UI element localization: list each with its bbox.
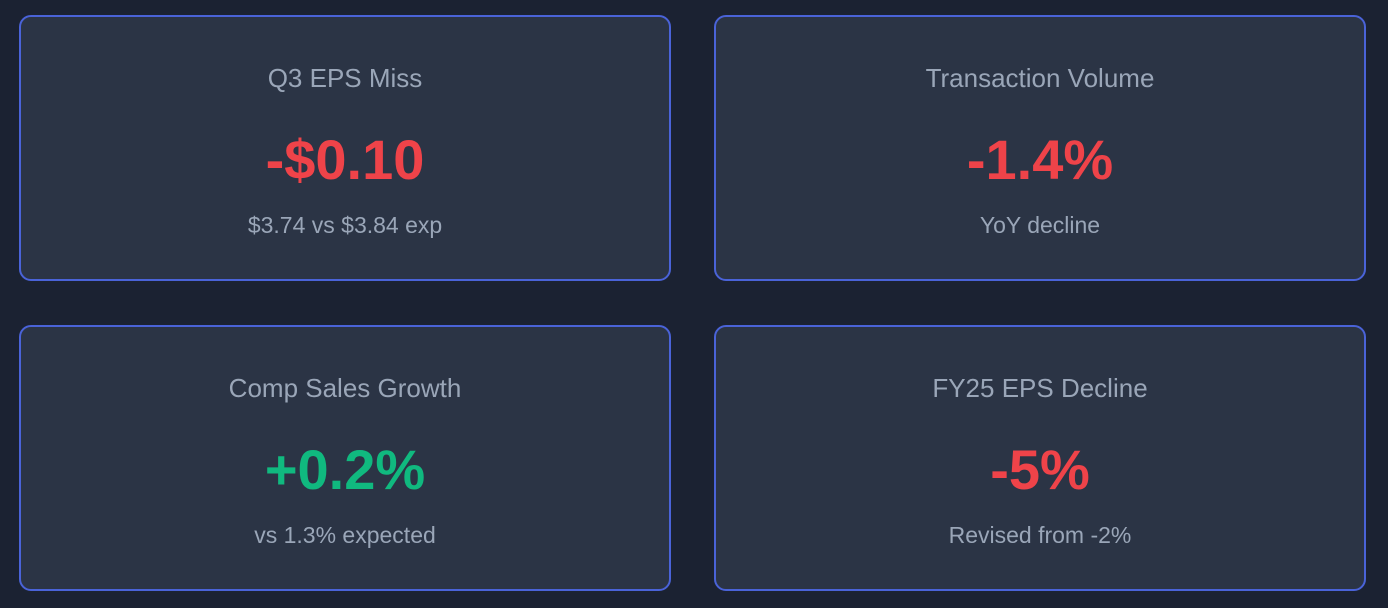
- card-value: -$0.10: [265, 128, 425, 191]
- card-value: -5%: [990, 438, 1090, 501]
- card-subtitle: vs 1.3% expected: [254, 522, 436, 548]
- card-title: Transaction Volume: [925, 63, 1155, 93]
- card-subtitle: YoY decline: [979, 212, 1101, 238]
- metric-card-q3-eps-miss: Q3 EPS Miss -$0.10 $3.74 vs $3.84 exp: [19, 15, 671, 281]
- card-title: FY25 EPS Decline: [932, 373, 1148, 403]
- metric-card-transaction-volume: Transaction Volume -1.4% YoY decline: [714, 15, 1366, 281]
- metric-card-comp-sales-growth: Comp Sales Growth +0.2% vs 1.3% expected: [19, 325, 671, 591]
- card-subtitle: $3.74 vs $3.84 exp: [247, 212, 443, 238]
- card-title: Q3 EPS Miss: [267, 63, 423, 93]
- metric-card-fy25-eps-decline: FY25 EPS Decline -5% Revised from -2%: [714, 325, 1366, 591]
- card-title: Comp Sales Growth: [228, 373, 462, 403]
- card-subtitle: Revised from -2%: [948, 522, 1132, 548]
- card-value: -1.4%: [966, 128, 1114, 191]
- card-value: +0.2%: [264, 438, 426, 501]
